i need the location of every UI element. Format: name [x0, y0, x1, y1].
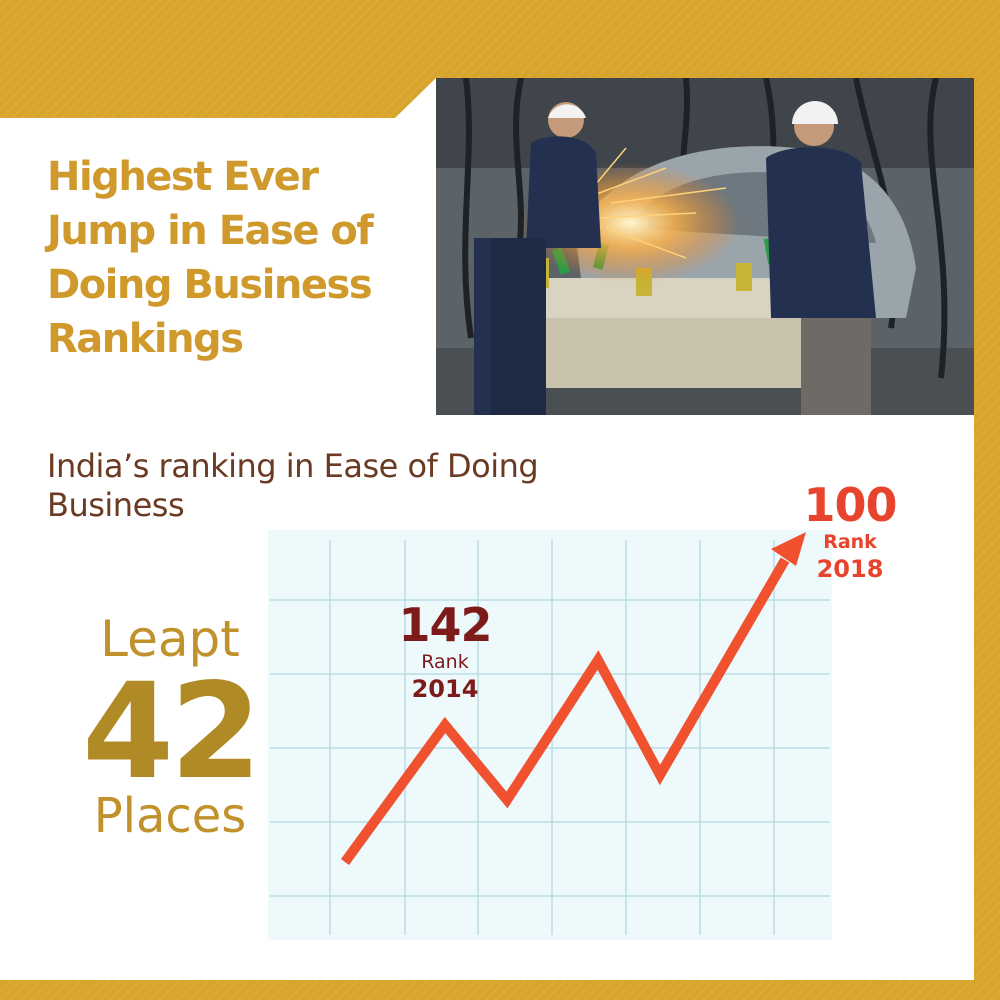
worker-right: [766, 101, 876, 415]
leap-number: 42: [82, 655, 262, 809]
end-rank-year: 2018: [816, 555, 884, 583]
start-rank-year: 2014: [411, 675, 479, 703]
end-rank-word: Rank: [823, 531, 877, 553]
start-rank-word: Rank: [421, 651, 469, 673]
page-title: Highest Ever Jump in Ease of Doing Busin…: [47, 154, 374, 362]
chart-subtitle: India’s ranking in Ease of Doing Busines…: [47, 447, 539, 524]
arrowhead-icon: [771, 532, 806, 566]
worker-left: [474, 102, 601, 415]
factory-photo: [436, 78, 974, 415]
leap-label-top: Leapt: [100, 610, 240, 668]
start-rank-value: 142: [398, 598, 492, 652]
end-rank-label: 100 Rank 2018: [790, 480, 910, 584]
leap-label-bottom: Places: [93, 788, 247, 844]
trend-arrow: [340, 532, 806, 865]
end-rank-value: 100: [803, 478, 897, 532]
start-rank-label: 142 Rank 2014: [385, 600, 505, 704]
